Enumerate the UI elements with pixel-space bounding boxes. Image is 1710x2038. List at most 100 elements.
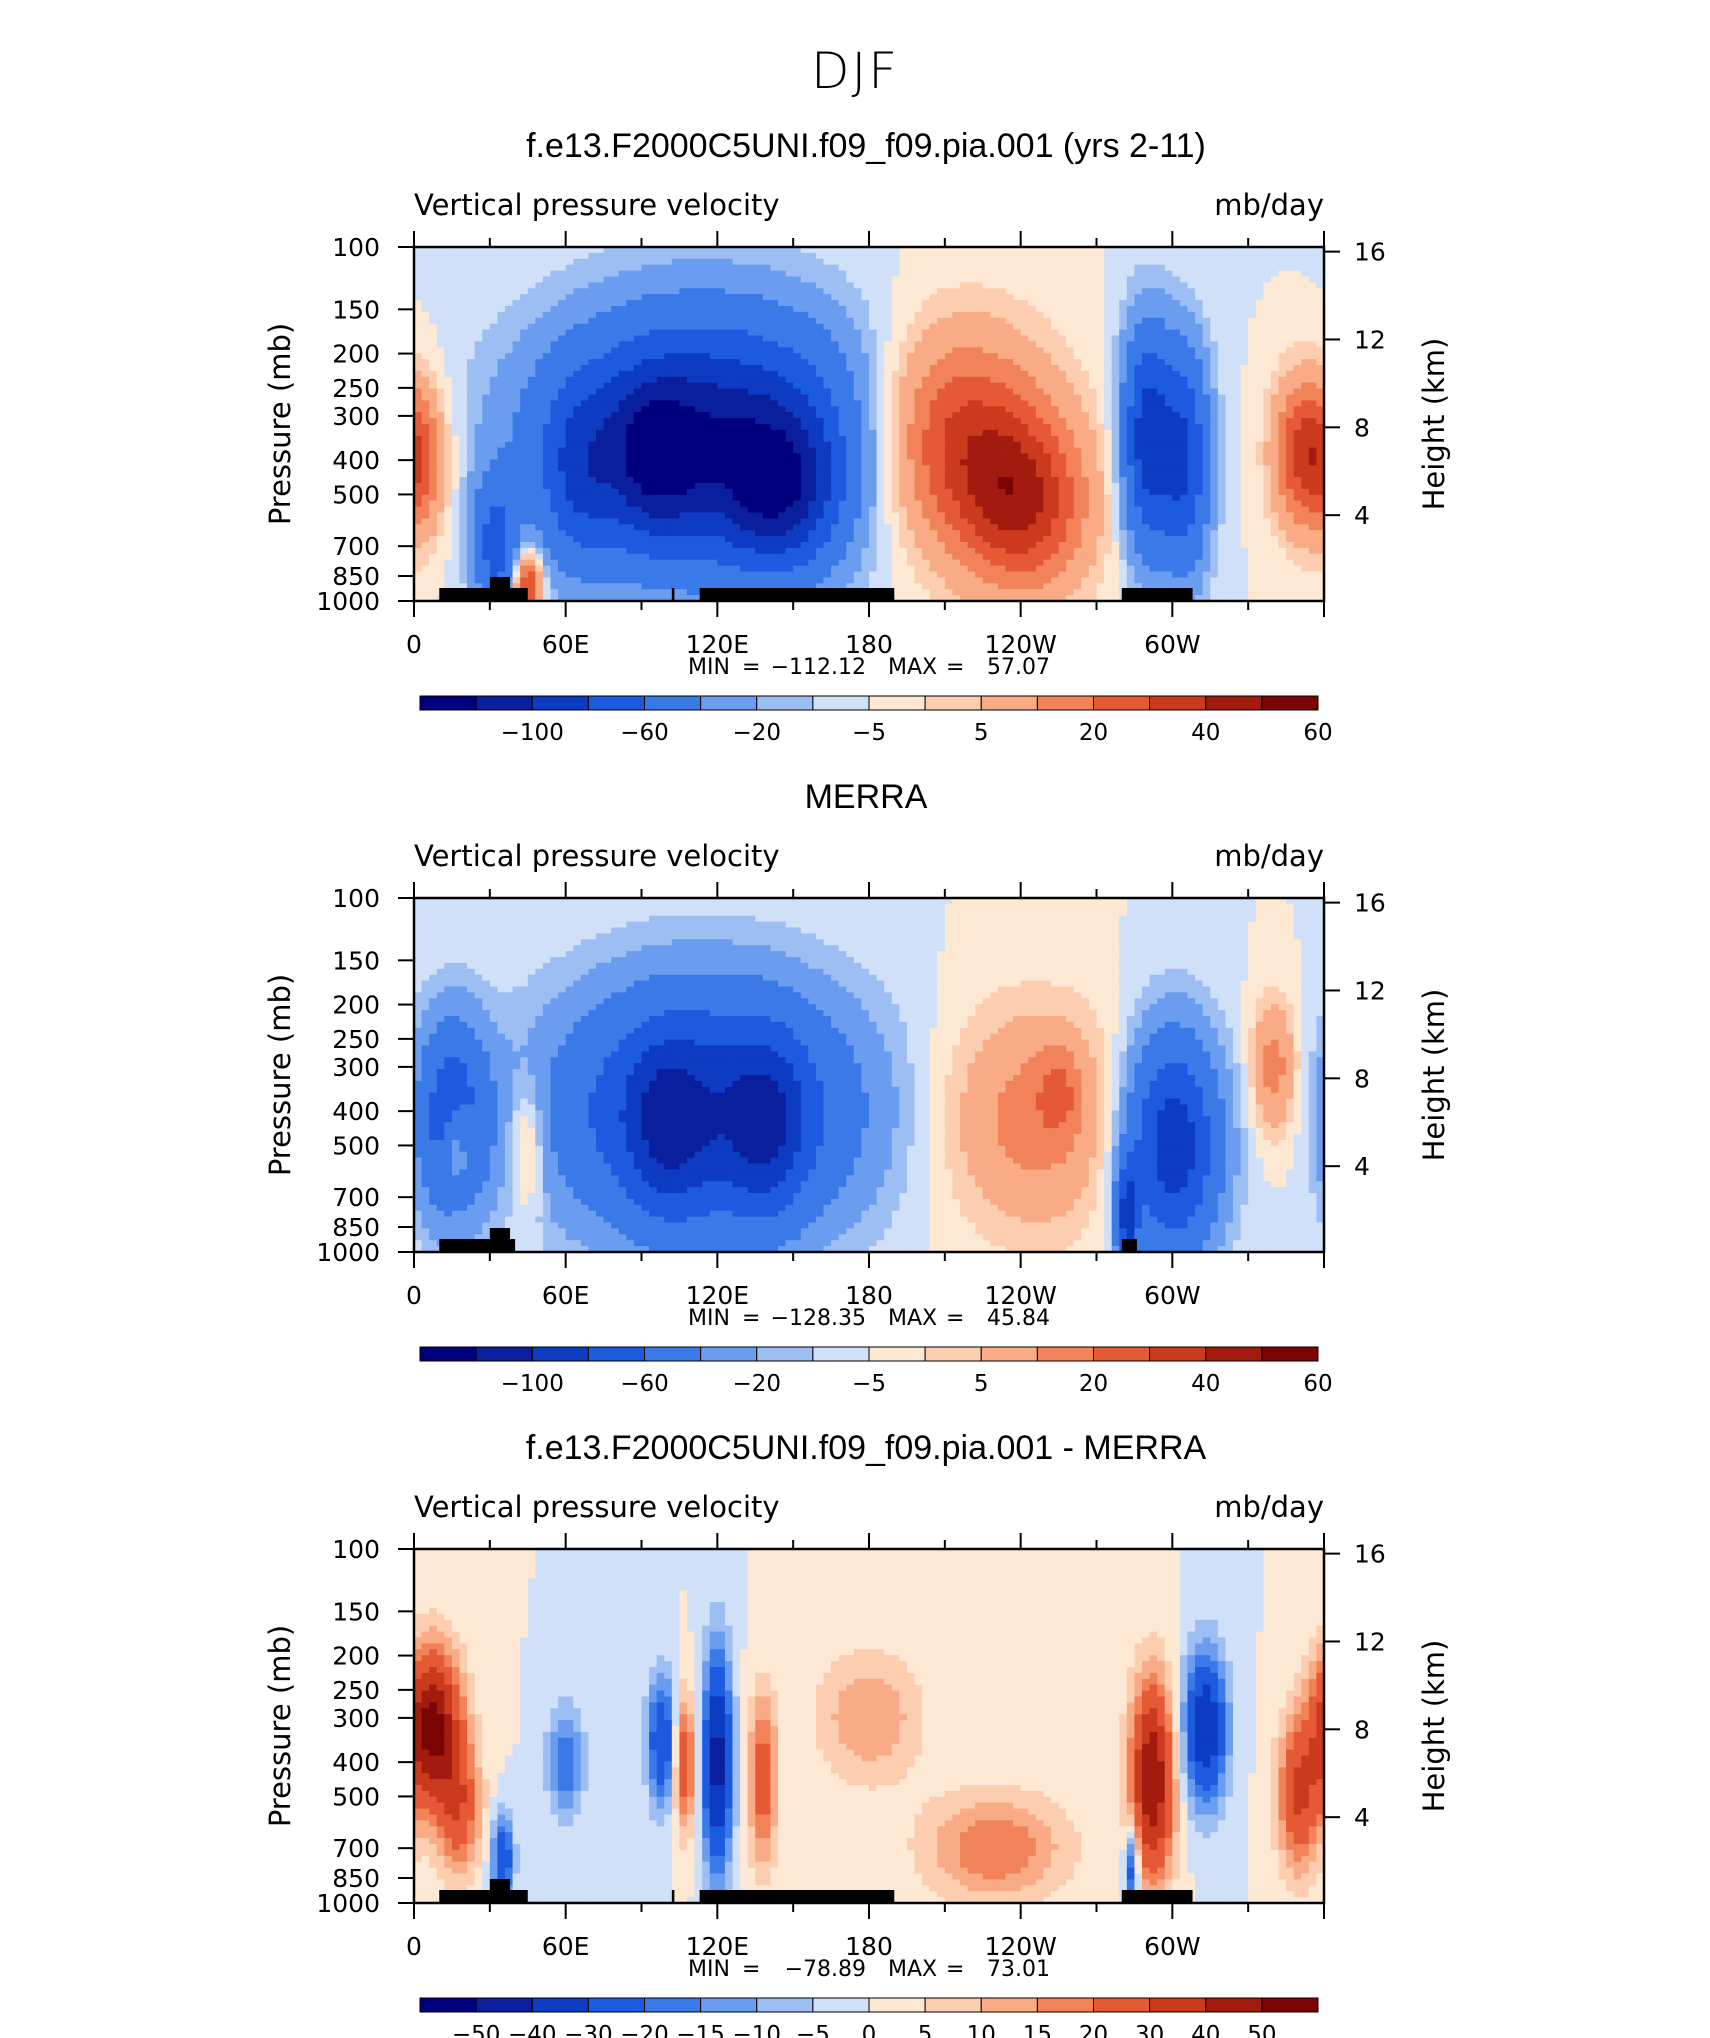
heatmap-cell — [1104, 341, 1113, 348]
heatmap-cell — [831, 459, 840, 466]
heatmap-cell — [694, 311, 703, 319]
heatmap-cell — [1119, 341, 1128, 348]
heatmap-cell — [891, 335, 900, 342]
heatmap-cell — [906, 453, 916, 460]
heatmap-cell — [1142, 317, 1151, 325]
heatmap-cell — [990, 276, 999, 283]
heatmap-cell — [459, 317, 468, 325]
heatmap-cell — [1293, 424, 1302, 431]
heatmap-cell — [1172, 353, 1181, 360]
heatmap-cell — [1020, 288, 1029, 295]
heatmap-cell — [436, 359, 445, 366]
heatmap-cell — [1316, 282, 1325, 289]
heatmap-cell — [1217, 400, 1227, 407]
heatmap-cell — [1051, 429, 1060, 437]
heatmap-cell — [573, 488, 582, 496]
heatmap-cell — [1164, 323, 1173, 331]
heatmap-cell — [808, 441, 817, 449]
heatmap-cell — [982, 347, 991, 354]
heatmap-cell — [929, 252, 938, 260]
heatmap-cell — [535, 353, 544, 360]
heatmap-cell — [869, 347, 878, 354]
heatmap-cell — [770, 412, 779, 419]
heatmap-cell — [1217, 424, 1227, 431]
heatmap-cell — [535, 453, 544, 460]
heatmap-cell — [1096, 258, 1105, 266]
heatmap-cell — [603, 353, 612, 360]
heatmap-cell — [618, 370, 627, 378]
heatmap-cell — [853, 447, 863, 455]
heatmap-cell — [1164, 353, 1173, 360]
heatmap-cell — [952, 353, 961, 360]
heatmap-cell — [815, 341, 825, 348]
heatmap-cell — [1051, 306, 1060, 313]
heatmap-cell — [732, 406, 741, 413]
heatmap-cell — [649, 264, 658, 272]
heatmap-cell — [1240, 429, 1249, 437]
heatmap-cell — [1316, 400, 1325, 407]
heatmap-cell — [565, 435, 574, 443]
heatmap-cell — [687, 347, 696, 354]
heatmap-cell — [467, 459, 476, 466]
heatmap-cell — [1111, 288, 1120, 295]
heatmap-cell — [702, 388, 711, 396]
heatmap-cell — [429, 306, 438, 313]
heatmap-cell — [831, 400, 840, 407]
heatmap-cell — [1172, 282, 1181, 289]
heatmap-cell — [747, 341, 756, 348]
heatmap-cell — [876, 317, 885, 325]
heatmap-cell — [960, 465, 969, 472]
heatmap-cell — [1005, 282, 1014, 289]
heatmap-cell — [952, 365, 961, 372]
heatmap-cell — [853, 412, 863, 419]
heatmap-cell — [558, 370, 567, 378]
heatmap-cell — [906, 382, 916, 390]
heatmap-cell — [1164, 424, 1173, 431]
heatmap-cell — [823, 412, 832, 419]
heatmap-cell — [421, 459, 430, 466]
heatmap-cell — [1028, 335, 1037, 342]
heatmap-cell — [906, 258, 916, 266]
heatmap-cell — [899, 258, 908, 266]
heatmap-cell — [709, 412, 718, 419]
heatmap-cell — [1164, 258, 1173, 266]
heatmap-cell — [573, 306, 582, 313]
heatmap-cell — [1035, 424, 1045, 431]
heatmap-cell — [1202, 288, 1211, 295]
heatmap-cell — [603, 418, 612, 425]
heatmap-cell — [1202, 329, 1211, 337]
heatmap-cell — [732, 376, 741, 384]
heatmap-cell — [1172, 247, 1181, 254]
heatmap-cell — [489, 264, 499, 272]
heatmap-cell — [436, 459, 445, 466]
heatmap-cell — [884, 382, 893, 390]
heatmap-cell — [596, 264, 605, 272]
heatmap-cell — [1286, 477, 1295, 484]
heatmap-cell — [1119, 400, 1128, 407]
heatmap-cell — [869, 359, 878, 366]
heatmap-cell — [1202, 306, 1211, 313]
heatmap-cell — [815, 270, 825, 278]
heatmap-cell — [626, 424, 635, 431]
heatmap-cell — [1088, 483, 1098, 490]
heatmap-cell — [1248, 276, 1257, 283]
heatmap-cell — [747, 477, 756, 484]
heatmap-cell — [414, 465, 423, 472]
heatmap-cell — [596, 394, 605, 401]
heatmap-cell — [914, 258, 923, 266]
heatmap-cell — [1142, 370, 1151, 378]
heatmap-cell — [967, 270, 976, 278]
heatmap-cell — [884, 353, 893, 360]
heatmap-cell — [679, 317, 688, 325]
heatmap-cell — [1119, 311, 1128, 319]
heatmap-cell — [414, 282, 423, 289]
heatmap-cell — [853, 359, 863, 366]
heatmap-cell — [1142, 335, 1151, 342]
heatmap-cell — [618, 412, 627, 419]
heatmap-cell — [1005, 471, 1014, 478]
heatmap-cell — [793, 400, 802, 407]
heatmap-cell — [1149, 370, 1158, 378]
heatmap-cell — [664, 465, 673, 472]
heatmap-cell — [929, 359, 938, 366]
heatmap-cell — [1149, 276, 1158, 283]
